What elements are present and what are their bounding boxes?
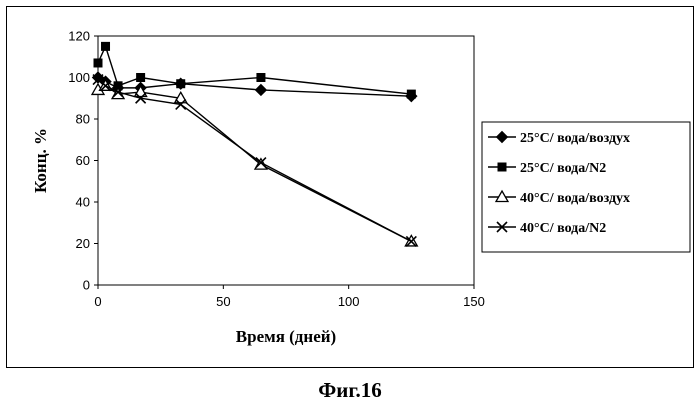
y-tick-label: 60 [76, 153, 90, 168]
figure-caption: Фиг.16 [0, 378, 700, 403]
x-axis-title: Время (дней) [236, 327, 336, 346]
series-line-3 [98, 80, 411, 242]
x-tick-label: 100 [338, 294, 360, 309]
series-1-point-shape [176, 79, 185, 88]
y-tick-label: 0 [83, 278, 90, 293]
series-1-point-shape [256, 73, 265, 82]
chart-svg: 0 20 40 60 80 100 120 0 50 100 150 Время (дней) Конц… [0, 0, 700, 370]
x-tick-label: 0 [94, 294, 101, 309]
x-tick-label: 150 [463, 294, 485, 309]
series-0-point-shape [255, 84, 266, 95]
series-1-point [101, 42, 110, 51]
series-1-point [94, 58, 103, 67]
y-tick-label: 100 [68, 70, 90, 85]
series-line-2 [98, 86, 411, 242]
legend-label-1: 25°C/ вода/N2 [520, 161, 606, 176]
series-1-point [256, 73, 265, 82]
series-1-point [176, 79, 185, 88]
y-tick-label: 120 [68, 29, 90, 44]
series-1-point-shape [101, 42, 110, 51]
x-tick-label: 50 [216, 294, 230, 309]
series-0-point [255, 84, 266, 95]
legend-label-2: 40°C/ вода/воздух [520, 191, 630, 206]
series-1-point-shape [94, 58, 103, 67]
legend-marker-1-shape [498, 163, 507, 172]
series-1-point-shape [407, 90, 416, 99]
y-tick-label: 20 [76, 236, 90, 251]
y-tick-label: 40 [76, 195, 90, 210]
y-tick-label: 80 [76, 112, 90, 127]
series-1-point-shape [136, 73, 145, 82]
series-1-point [407, 90, 416, 99]
plot-area [98, 36, 474, 285]
legend-label-3: 40°C/ вода/N2 [520, 221, 606, 236]
legend-marker-1 [498, 163, 507, 172]
y-axis-title: Конц. % [31, 128, 50, 193]
legend-label-0: 25°C/ вода/воздух [520, 131, 630, 146]
series-1-point [136, 73, 145, 82]
